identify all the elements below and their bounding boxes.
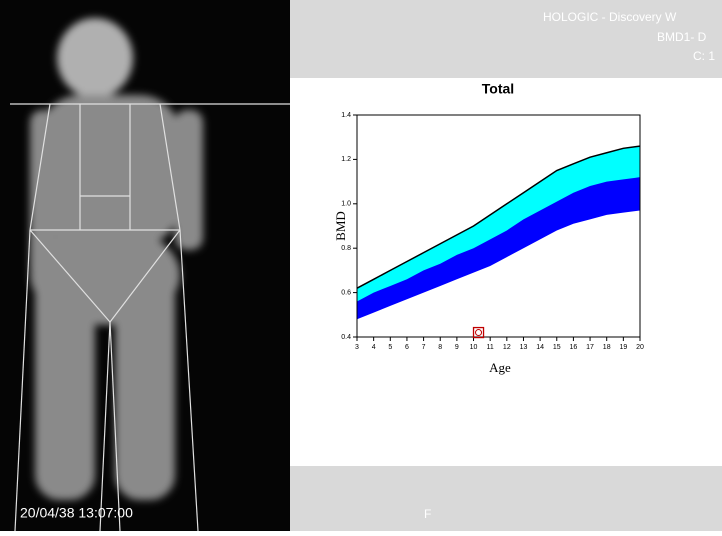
x-tick-label: 6 (405, 344, 409, 351)
x-tick-label: 18 (603, 344, 611, 351)
y-tick-label: 1.4 (341, 112, 351, 119)
x-tick-label: 5 (388, 344, 392, 351)
x-tick-label: 17 (586, 344, 594, 351)
y-tick-label: 0.6 (341, 289, 351, 296)
screen: 20/04/38 13:07:00 HOLOGIC - Discovery W … (0, 0, 722, 531)
x-tick-label: 15 (553, 344, 561, 351)
y-tick-label: 1.2 (341, 156, 351, 163)
x-tick-label: 16 (570, 344, 578, 351)
x-tick-label: 20 (636, 344, 644, 351)
x-tick-label: 7 (422, 344, 426, 351)
x-tick-label: 10 (470, 344, 478, 351)
x-axis-label: Age (489, 360, 511, 375)
y-tick-label: 0.4 (341, 334, 351, 341)
x-tick-label: 19 (619, 344, 627, 351)
header-line: HOLOGIC - Discovery W (543, 10, 677, 24)
y-tick-label: 0.8 (341, 245, 351, 252)
x-tick-label: 3 (355, 344, 359, 351)
x-tick-label: 4 (372, 344, 376, 351)
x-tick-label: 12 (503, 344, 511, 351)
x-tick-label: 8 (438, 344, 442, 351)
header-line: BMD1- D (657, 30, 707, 44)
chart-title: Total (482, 81, 514, 97)
y-tick-label: 1.0 (341, 201, 351, 208)
y-axis-label: BMD (333, 211, 348, 241)
footer-label: F (424, 507, 431, 521)
scan-timestamp: 20/04/38 13:07:00 (20, 505, 133, 521)
x-tick-label: 13 (520, 344, 528, 351)
header-line: C: 1 (693, 49, 715, 63)
x-tick-label: 9 (455, 344, 459, 351)
x-tick-label: 14 (536, 344, 544, 351)
footer-bar (290, 466, 722, 531)
x-tick-label: 11 (487, 344, 494, 351)
